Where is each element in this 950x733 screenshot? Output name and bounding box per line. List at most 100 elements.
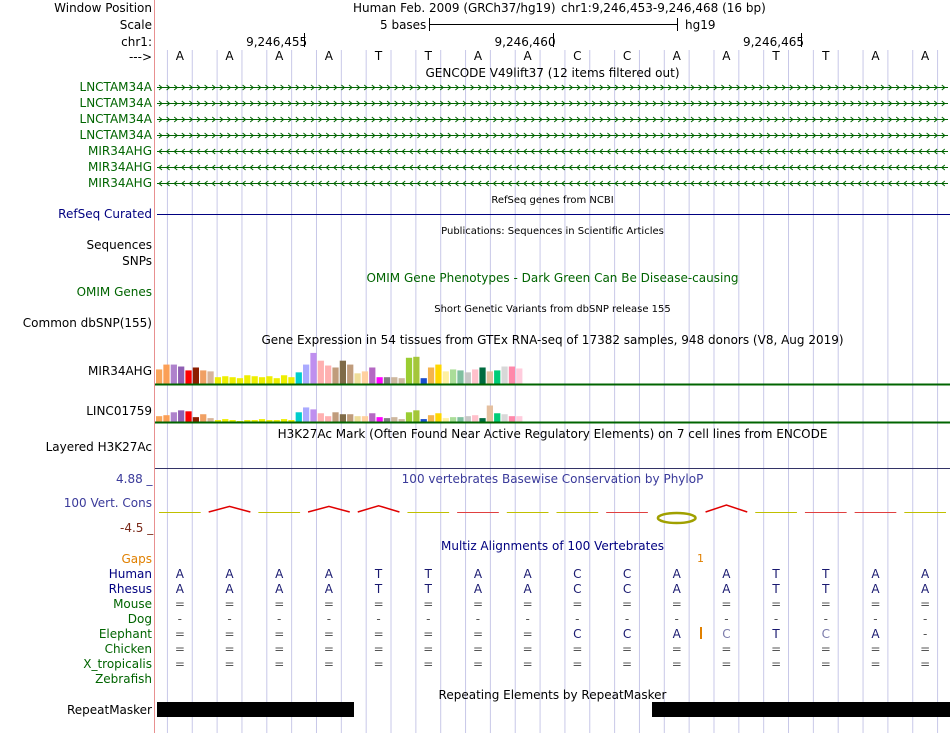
reverse-strand-arrow bbox=[766, 148, 771, 155]
phylop-plot[interactable] bbox=[155, 474, 950, 534]
reverse-strand-arrow bbox=[781, 148, 786, 155]
dbsnp-track-title[interactable]: Short Genetic Variants from dbSNP releas… bbox=[434, 304, 671, 315]
gencode-transcript-feature[interactable] bbox=[155, 81, 950, 93]
alignment-base: = bbox=[323, 642, 334, 656]
gencode-transcript-feature[interactable] bbox=[155, 145, 950, 157]
gencode-transcript-feature[interactable] bbox=[155, 97, 950, 109]
gtex-tissue-bar bbox=[325, 416, 332, 422]
gencode-transcript-feature[interactable] bbox=[155, 129, 950, 141]
position-readout[interactable]: chr1:9,246,453-9,246,468 (16 bp) bbox=[561, 1, 766, 15]
forward-strand-arrow bbox=[265, 116, 270, 123]
forward-strand-arrow bbox=[257, 100, 262, 107]
reverse-strand-arrow bbox=[196, 164, 201, 171]
phylop-track-title[interactable]: 100 vertebrates Basewise Conservation by… bbox=[401, 472, 704, 486]
sequences-label[interactable]: Sequences bbox=[86, 238, 152, 252]
h3k27ac-label[interactable]: Layered H3K27Ac bbox=[45, 440, 152, 454]
reverse-strand-arrow bbox=[371, 164, 376, 171]
refseq-track-title[interactable]: RefSeq genes from NCBI bbox=[491, 195, 614, 206]
reverse-strand-arrow bbox=[941, 148, 946, 155]
forward-strand-arrow bbox=[493, 84, 498, 91]
alignment-base: = bbox=[572, 657, 583, 671]
forward-strand-arrow bbox=[827, 132, 832, 139]
reverse-strand-arrow bbox=[507, 148, 512, 155]
forward-strand-arrow bbox=[622, 132, 627, 139]
forward-strand-arrow bbox=[888, 100, 893, 107]
gtex-tissue-bar bbox=[501, 366, 508, 384]
gencode-transcript-feature[interactable] bbox=[155, 161, 950, 173]
forward-strand-arrow bbox=[941, 132, 946, 139]
alignment-base: A bbox=[275, 567, 284, 581]
forward-strand-arrow bbox=[569, 132, 574, 139]
forward-strand-arrow bbox=[485, 84, 490, 91]
gtex-track-title[interactable]: Gene Expression in 54 tissues from GTEx … bbox=[261, 333, 844, 347]
refseq-feature-line[interactable] bbox=[157, 214, 950, 215]
forward-strand-arrow bbox=[318, 100, 323, 107]
forward-strand-arrow bbox=[941, 116, 946, 123]
forward-strand-arrow bbox=[371, 84, 376, 91]
reverse-strand-arrow bbox=[165, 180, 170, 187]
refseq-label[interactable]: RefSeq Curated bbox=[58, 207, 152, 221]
gtex-tissue-bar bbox=[398, 378, 405, 384]
repeatmasker-label[interactable]: RepeatMasker bbox=[66, 703, 152, 717]
forward-strand-arrow bbox=[409, 84, 414, 91]
forward-strand-arrow bbox=[348, 116, 353, 123]
forward-strand-arrow bbox=[371, 132, 376, 139]
forward-strand-arrow bbox=[493, 100, 498, 107]
gtex-tissue-bar bbox=[383, 377, 391, 384]
reverse-strand-arrow bbox=[454, 180, 459, 187]
forward-strand-arrow bbox=[759, 116, 764, 123]
forward-strand-arrow bbox=[523, 116, 528, 123]
reverse-strand-arrow bbox=[872, 148, 877, 155]
gtex-tissue-bar bbox=[516, 416, 523, 422]
repeat-element-2[interactable] bbox=[652, 702, 950, 717]
gencode-track-title[interactable]: GENCODE V49lift37 (12 items filtered out… bbox=[425, 66, 680, 80]
forward-strand-arrow bbox=[652, 116, 657, 123]
forward-strand-arrow bbox=[196, 84, 201, 91]
alignment-base: = bbox=[572, 642, 583, 656]
forward-strand-arrow bbox=[895, 116, 900, 123]
gtex-bar-chart[interactable] bbox=[155, 348, 950, 424]
forward-strand-arrow bbox=[303, 132, 308, 139]
forward-strand-arrow bbox=[743, 100, 748, 107]
reverse-strand-arrow bbox=[796, 180, 801, 187]
forward-strand-arrow bbox=[569, 84, 574, 91]
reverse-strand-arrow bbox=[530, 164, 535, 171]
gtex-row-label-2[interactable]: LINC01759 bbox=[86, 404, 152, 418]
reverse-strand-arrow bbox=[659, 148, 664, 155]
forward-strand-arrow bbox=[166, 100, 171, 107]
forward-strand-arrow bbox=[888, 116, 893, 123]
repeat-element-1[interactable] bbox=[157, 702, 354, 717]
forward-strand-arrow bbox=[645, 100, 650, 107]
dbsnp-label[interactable]: Common dbSNP(155) bbox=[22, 316, 152, 330]
gencode-transcript-feature[interactable] bbox=[155, 113, 950, 125]
reverse-strand-arrow bbox=[393, 164, 398, 171]
forward-strand-arrow bbox=[637, 84, 642, 91]
forward-strand-arrow bbox=[227, 84, 232, 91]
alignment-base: A bbox=[871, 627, 880, 641]
forward-strand-arrow bbox=[827, 100, 832, 107]
snps-label[interactable]: SNPs bbox=[122, 254, 152, 268]
forward-strand-arrow bbox=[812, 84, 817, 91]
h3k27ac-track-title[interactable]: H3K27Ac Mark (Often Found Near Active Re… bbox=[277, 427, 828, 441]
reverse-strand-arrow bbox=[811, 148, 816, 155]
phylop-label[interactable]: 100 Vert. Cons bbox=[63, 496, 152, 510]
repeatmasker-track-title[interactable]: Repeating Elements by RepeatMasker bbox=[438, 688, 667, 702]
reverse-strand-arrow bbox=[728, 164, 733, 171]
alignment-base: = bbox=[820, 657, 831, 671]
gtex-row-label-1[interactable]: MIR34AHG bbox=[87, 364, 152, 378]
reverse-strand-arrow bbox=[872, 164, 877, 171]
gtex-tissue-bar bbox=[156, 369, 163, 384]
forward-strand-arrow bbox=[485, 116, 490, 123]
forward-strand-arrow bbox=[477, 100, 482, 107]
omim-track-title[interactable]: OMIM Gene Phenotypes - Dark Green Can Be… bbox=[366, 271, 739, 285]
alignment-base: = bbox=[423, 657, 434, 671]
reverse-strand-arrow bbox=[310, 148, 315, 155]
publications-track-title[interactable]: Publications: Sequences in Scientific Ar… bbox=[441, 226, 664, 237]
reverse-strand-arrow bbox=[682, 148, 687, 155]
omim-label[interactable]: OMIM Genes bbox=[76, 285, 152, 299]
multiz-track-title[interactable]: Multiz Alignments of 100 Vertebrates bbox=[440, 539, 665, 553]
gencode-transcript-feature[interactable] bbox=[155, 177, 950, 189]
alignment-base: = bbox=[373, 657, 384, 671]
reverse-strand-arrow bbox=[523, 148, 528, 155]
forward-strand-arrow bbox=[705, 100, 710, 107]
